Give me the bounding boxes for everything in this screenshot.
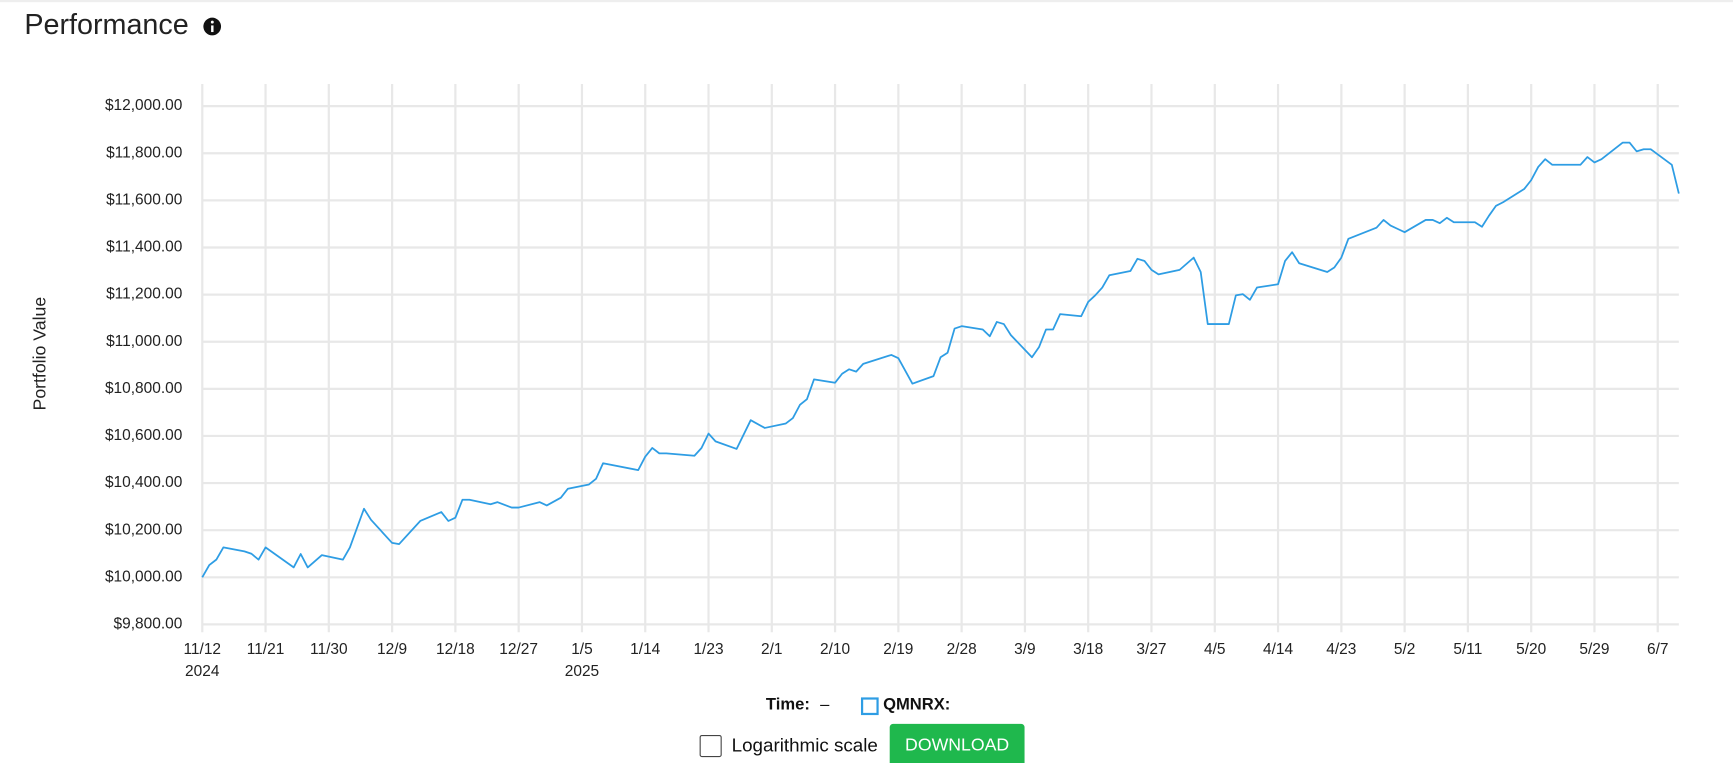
x-tick-label: 5/2 bbox=[1394, 641, 1416, 658]
x-tick-label: 12/9 bbox=[377, 641, 407, 658]
x-tick-label: 6/7 bbox=[1647, 641, 1669, 658]
y-tick-label: $10,000.00 bbox=[105, 568, 182, 585]
x-tick-label: 11/12 bbox=[183, 641, 221, 658]
legend-swatch[interactable] bbox=[860, 697, 879, 716]
x-tick-label: 5/20 bbox=[1516, 641, 1546, 658]
x-tick-label: 3/27 bbox=[1136, 641, 1166, 658]
x-tick-label: 3/18 bbox=[1073, 641, 1103, 658]
y-axis-label: Portfolio Value bbox=[30, 297, 50, 411]
x-tick-label: 5/29 bbox=[1579, 641, 1609, 658]
info-icon[interactable] bbox=[203, 17, 222, 36]
y-tick-label: $11,800.00 bbox=[106, 144, 182, 161]
y-tick-label: $10,600.00 bbox=[105, 427, 182, 444]
x-tick-label: 3/9 bbox=[1014, 641, 1036, 658]
legend-label: QMNRX: bbox=[883, 695, 951, 714]
chart: Performance Portfolio Value $9,800.00 $10… bbox=[24, 9, 1680, 680]
y-tick-label: $11,200.00 bbox=[106, 286, 182, 303]
x-tick-label: 2/28 bbox=[947, 641, 977, 658]
x-tick-label: 12/27 bbox=[499, 641, 538, 658]
log-checkbox[interactable] bbox=[699, 734, 722, 758]
x-tick-label: 4/14 bbox=[1263, 641, 1294, 658]
x-tick-label: 4/5 bbox=[1204, 641, 1226, 658]
x-tick-label: 5/11 bbox=[1453, 641, 1482, 658]
y-tick-label: $9,800.00 bbox=[114, 616, 183, 633]
y-tick-label: $11,600.00 bbox=[106, 191, 182, 208]
y-tick-label: $12,000.00 bbox=[105, 97, 182, 114]
x-tick-label: 11/21 bbox=[247, 641, 285, 658]
x-tick-label: 1/23 bbox=[693, 641, 723, 658]
log-label[interactable]: Logarithmic scale bbox=[731, 734, 878, 756]
series-line bbox=[201, 141, 1680, 578]
x-tick-label: 2/19 bbox=[883, 641, 913, 658]
time-label: Time: bbox=[765, 695, 810, 714]
y-tick-label: $10,400.00 bbox=[105, 474, 182, 491]
y-tick-label: $10,800.00 bbox=[105, 380, 182, 397]
x-year-label: 2025 bbox=[565, 663, 599, 680]
y-tick-label: $11,400.00 bbox=[106, 239, 182, 256]
x-tick-label: 2/1 bbox=[761, 641, 783, 658]
chart-title: Performance bbox=[24, 9, 188, 41]
x-tick-label: 4/23 bbox=[1326, 641, 1356, 658]
x-year-label: 2024 bbox=[185, 663, 220, 680]
y-tick-label: $11,000.00 bbox=[106, 333, 182, 350]
x-tick-label: 12/18 bbox=[436, 641, 475, 658]
y-tick-label: $10,200.00 bbox=[105, 521, 182, 538]
x-tick-label: 11/30 bbox=[310, 641, 348, 658]
x-tick-label: 1/14 bbox=[630, 641, 661, 658]
time-value: – bbox=[820, 695, 830, 714]
x-tick-label: 1/5 bbox=[571, 641, 593, 658]
download-button[interactable]: DOWNLOAD bbox=[889, 723, 1025, 763]
x-tick-label: 2/10 bbox=[820, 641, 850, 658]
